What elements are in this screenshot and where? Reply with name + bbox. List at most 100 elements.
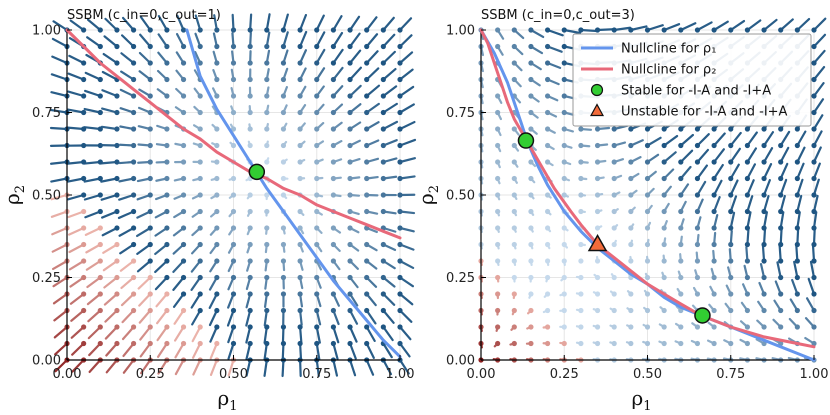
vector-head [330, 109, 336, 116]
vector-arrow [86, 276, 102, 289]
vector-head [744, 159, 751, 165]
vector-head [147, 142, 153, 149]
vector-arrow [263, 342, 268, 361]
vector-head [380, 93, 386, 99]
vector-head [711, 175, 717, 182]
vector-arrow [746, 19, 762, 32]
vector-head [247, 60, 253, 66]
vector-head [347, 274, 353, 281]
vector-head [611, 340, 617, 347]
vector-arrow [679, 22, 697, 32]
vector-arrow [156, 342, 168, 358]
y-tick-label: 0.00 [32, 354, 61, 369]
vector-head [214, 43, 220, 50]
vector-head [578, 340, 584, 347]
vector-arrow [563, 28, 582, 35]
vector-head [545, 258, 551, 264]
y-axis-label-sub: 2 [427, 185, 442, 193]
vector-head [495, 208, 501, 215]
vector-head [761, 225, 767, 231]
vector-arrow [227, 358, 235, 377]
vector-head [578, 241, 584, 248]
vector-head [347, 324, 353, 330]
unstable-point-marker [587, 233, 608, 252]
vector-head [280, 109, 287, 116]
vector-head [678, 258, 684, 264]
vector-head [380, 324, 386, 330]
vector-head [264, 27, 270, 33]
vector-arrow [796, 162, 805, 180]
vector-arrow [812, 178, 820, 197]
vector-head [761, 159, 767, 165]
vector-head [114, 192, 120, 198]
vector-head [661, 307, 667, 314]
x-axis-label-sub: 1 [643, 399, 651, 414]
vector-arrow [105, 358, 119, 374]
vector-head [247, 142, 253, 149]
vector-head [131, 258, 137, 264]
vector-head [678, 192, 684, 198]
vector-head [230, 208, 237, 215]
vector-head [97, 76, 103, 83]
vector-head [247, 109, 253, 116]
vector-arrow [263, 358, 268, 377]
vector-arrow [103, 35, 119, 48]
vector-head [197, 93, 203, 99]
vector-head [778, 291, 784, 297]
vector-head [495, 241, 501, 248]
vector-head [364, 93, 370, 99]
vector-head [561, 192, 567, 198]
vector-head [197, 225, 203, 231]
vector-arrow [812, 65, 826, 81]
vector-arrow [812, 227, 816, 246]
vector-arrow [663, 134, 679, 147]
vector-head [180, 60, 187, 66]
x-axis-label: ρ1 [631, 386, 651, 414]
vector-head [778, 159, 784, 165]
vector-arrow [696, 133, 710, 147]
vector-arrow [812, 98, 825, 114]
vector-head [97, 307, 103, 314]
vector-arrow [85, 259, 102, 271]
vector-head [811, 159, 817, 165]
vector-arrow [69, 19, 85, 32]
vector-head [81, 258, 87, 264]
vector-head [511, 175, 517, 182]
vector-arrow [779, 146, 790, 164]
vector-head [397, 324, 403, 330]
vector-head [114, 307, 120, 314]
vector-head [628, 192, 634, 198]
vector-head [511, 142, 517, 149]
vector-head [147, 307, 153, 314]
vector-head [811, 225, 817, 231]
vector-head [180, 324, 187, 330]
vector-head [364, 109, 370, 116]
vector-head [347, 43, 353, 50]
vector-head [164, 208, 170, 215]
vector-arrow [365, 16, 378, 32]
vector-head [761, 27, 767, 33]
vector-arrow [332, 342, 339, 361]
vector-arrow [103, 292, 119, 306]
vector-head [561, 241, 567, 248]
y-axis-label-main: ρ [414, 193, 438, 205]
vector-arrow [209, 325, 218, 343]
vector-arrow [365, 33, 379, 48]
vector-head [761, 142, 767, 149]
vector-head [694, 258, 701, 264]
vector-arrow [102, 243, 119, 254]
vector-head [197, 258, 203, 264]
vector-head [297, 274, 303, 281]
vector-head [678, 175, 684, 182]
vector-arrow [746, 179, 755, 197]
vector-head [678, 340, 684, 347]
vector-head [180, 142, 187, 149]
vector-head [114, 291, 120, 297]
vector-head [678, 126, 684, 132]
vector-arrow [315, 31, 326, 48]
vector-head [131, 192, 137, 198]
vector-head [628, 208, 634, 215]
vector-head [197, 192, 203, 198]
vector-arrow [398, 103, 415, 114]
vector-head [314, 93, 320, 99]
